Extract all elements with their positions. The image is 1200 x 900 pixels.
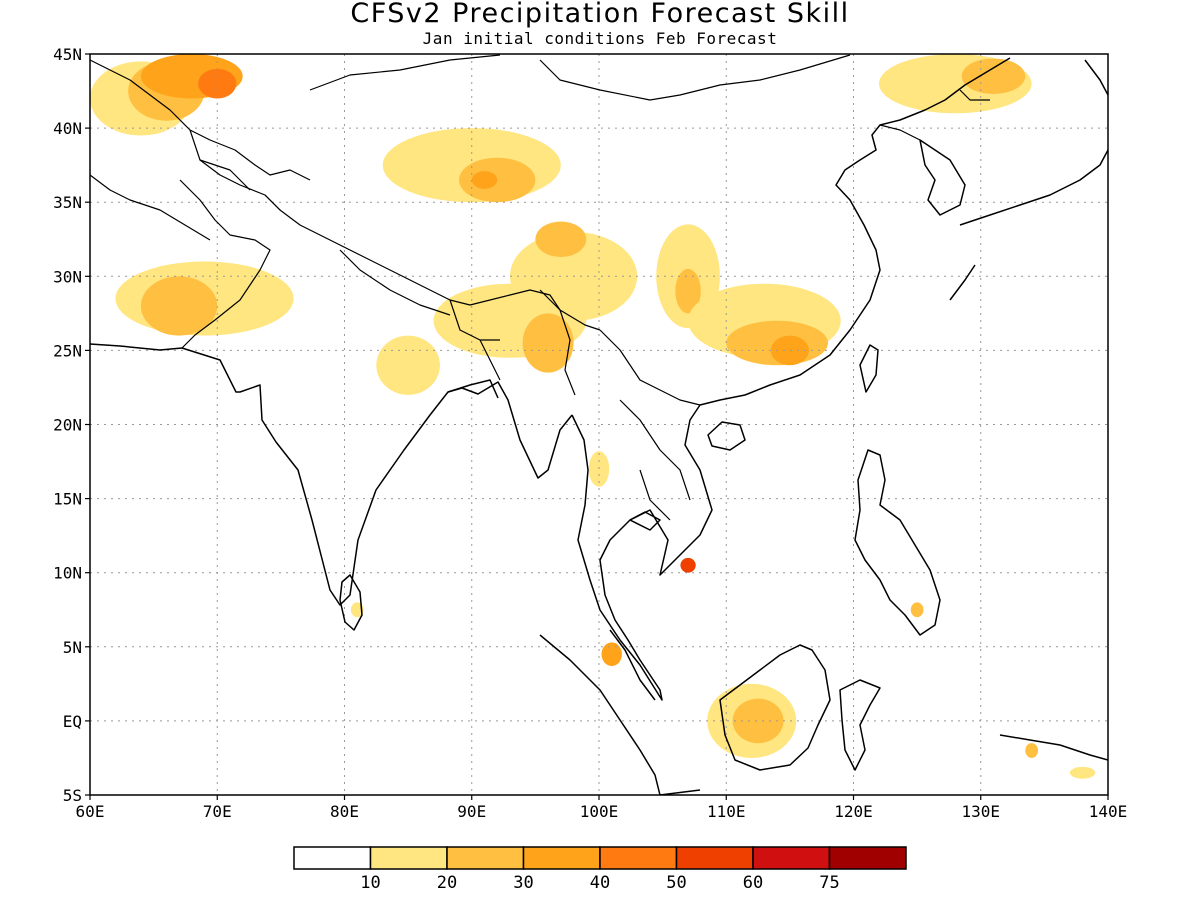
plot-frame	[89, 53, 1109, 796]
colorbar-label: 10	[360, 873, 380, 893]
lon-label: 130E	[961, 802, 1000, 821]
lat-label: 40N	[53, 119, 82, 138]
lon-label: 140E	[1089, 802, 1128, 821]
lon-label: 60E	[76, 802, 105, 821]
coastline-lake-tonle	[629, 511, 661, 531]
colorbar: 10 20 30 40 50 60 75	[293, 846, 907, 893]
colorbar-label: 40	[590, 873, 610, 893]
skill-region-29	[1069, 766, 1096, 779]
lat-label: 20N	[53, 416, 82, 435]
lon-label: 100E	[580, 802, 619, 821]
skill-region-19	[961, 58, 1026, 95]
lat-label: 25N	[53, 341, 82, 360]
skill-shading	[90, 54, 1096, 779]
colorbar-swatch-1	[369, 846, 448, 870]
lat-label: 10N	[53, 564, 82, 583]
coastline-bay-bengal-delta	[447, 379, 499, 399]
colorbar-label: 30	[513, 873, 533, 893]
skill-region-27	[350, 602, 364, 618]
coastline-hainan	[707, 421, 746, 451]
coastline-sri-lanka	[339, 574, 363, 631]
coastline-sulawesi	[839, 679, 881, 771]
skill-region-12	[522, 313, 574, 373]
coastline-philippines	[854, 449, 941, 636]
coastline-java	[659, 789, 701, 795]
lon-label: 120E	[834, 802, 873, 821]
coastline-malaya	[609, 629, 656, 701]
skill-region-17	[770, 335, 809, 366]
lon-label: 70E	[203, 802, 232, 821]
map-title: CFSv2 Precipitation Forecast Skill	[350, 0, 850, 29]
coastlines	[90, 57, 1108, 795]
skill-region-10	[535, 221, 587, 258]
coastline-new-guinea	[999, 734, 1108, 761]
lat-label: 15N	[53, 490, 82, 509]
lat-label: 35N	[53, 193, 82, 212]
axis-labels: 5S EQ 5N 10N 15N 20N 25N 30N 35N 40N 45N 60E 70E 80E 9…	[53, 45, 1127, 821]
border-indochina	[599, 329, 701, 521]
colorbar-label: 20	[437, 873, 457, 893]
coastline-taiwan	[859, 344, 879, 393]
colorbar-swatch-4	[599, 846, 678, 870]
lon-label: 110E	[707, 802, 746, 821]
lat-label: 5S	[63, 786, 82, 805]
lat-label: 45N	[53, 45, 82, 64]
skill-region-14	[675, 268, 701, 314]
lon-label: 90E	[457, 802, 486, 821]
coastline-borneo	[719, 644, 831, 771]
colorbar-swatch-0	[293, 846, 372, 870]
colorbar-swatch-2	[446, 846, 525, 870]
map-gridlines	[90, 54, 1108, 795]
colorbar-label: 50	[666, 873, 686, 893]
colorbar-swatch-6	[752, 846, 831, 870]
border-india-china	[264, 194, 561, 311]
colorbar-swatch-5	[675, 846, 754, 870]
colorbar-label: 60	[743, 873, 763, 893]
skill-region-24	[601, 642, 622, 667]
coastline-japan	[949, 59, 1108, 301]
border-central-asia	[90, 59, 311, 241]
skill-region-22	[732, 698, 784, 744]
colorbar-label: 75	[819, 873, 839, 893]
coastline-korea	[919, 139, 966, 216]
colorbar-swatch-3	[522, 846, 601, 870]
border-bangladesh-myanmar	[479, 289, 601, 396]
skill-region-20	[376, 335, 440, 395]
skill-region-26	[910, 602, 924, 618]
border-china-mongolia	[309, 54, 851, 101]
coastline-sumatra	[539, 634, 661, 795]
skill-region-7	[459, 157, 536, 203]
colorbar-swatch-7	[828, 846, 907, 870]
lat-label: EQ	[63, 712, 82, 731]
skill-region-25	[680, 557, 696, 573]
skill-region-5	[140, 276, 218, 336]
map-subtitle: Jan initial conditions Feb Forecast	[422, 29, 778, 48]
coastline-arabia-india	[90, 343, 573, 606]
border-china-korea	[879, 89, 990, 141]
skill-region-28	[1025, 743, 1039, 758]
skill-region-8	[471, 171, 498, 189]
border-nepal-bhutan	[339, 249, 500, 341]
lat-label: 5N	[63, 638, 82, 657]
country-borders	[90, 54, 990, 521]
coastline-indochina	[571, 57, 1011, 701]
lon-label: 80E	[330, 802, 359, 821]
lat-label: 30N	[53, 267, 82, 286]
